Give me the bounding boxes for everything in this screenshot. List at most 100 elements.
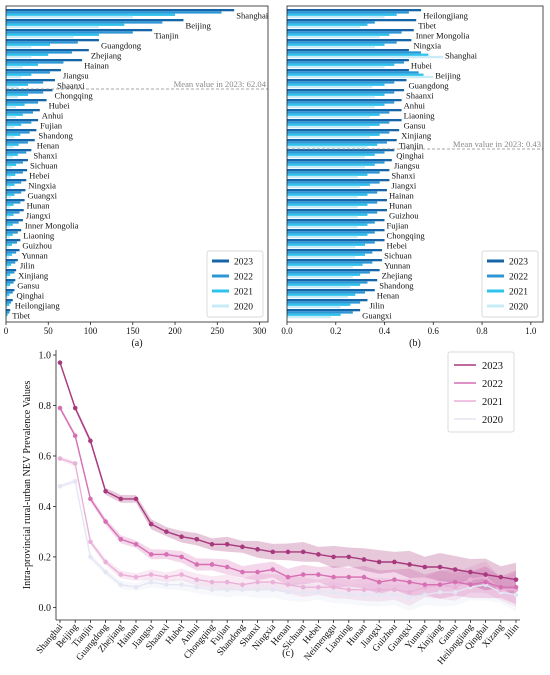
bar-2023-fujian xyxy=(287,219,385,222)
bar-2020-tibet xyxy=(6,315,7,319)
bar-2020-beijing xyxy=(6,25,99,29)
point-2022-tianjin xyxy=(88,496,93,502)
category-label: Tibet xyxy=(12,311,30,321)
point-2023-xinjiang xyxy=(437,564,443,570)
point-2020-hunan xyxy=(361,592,367,598)
bar-2021-shanxi xyxy=(6,153,18,156)
category-label: Jiangxi xyxy=(391,181,416,191)
category-label: Qinghai xyxy=(16,291,44,301)
point-2021-tianjin xyxy=(88,539,93,545)
category-label: Chongqing xyxy=(387,231,426,241)
bar-2022-henan xyxy=(287,291,366,294)
point-2020-anhui xyxy=(194,584,200,590)
bar-2023-chongqing xyxy=(6,89,53,92)
legend-label: 2022 xyxy=(509,273,528,283)
category-label: Liaoning xyxy=(23,231,55,241)
point-2022-guizhou xyxy=(392,577,397,582)
bar-2020-shandong xyxy=(6,135,15,139)
bar-2021-guangxi xyxy=(6,193,15,196)
bar-2020-liaoning xyxy=(287,115,370,119)
point-2020-chongqing xyxy=(209,587,215,593)
bar-2023-jilin xyxy=(287,299,368,302)
category-label: Jiangsu xyxy=(63,71,89,81)
legend-label: 2022 xyxy=(482,379,503,390)
category-label: Guizhou xyxy=(389,211,419,221)
bar-2023-ningxia xyxy=(287,39,412,42)
bar-2023-gansu xyxy=(6,279,16,282)
bar-2021-guangxi xyxy=(287,313,341,316)
bar-2022-shanghai xyxy=(6,11,222,14)
x-tick-label: 0 xyxy=(4,326,9,336)
bar-2023-shanxi xyxy=(6,149,32,152)
bar-2020-xinjiang xyxy=(287,135,370,139)
bar-2022-zhejiang xyxy=(287,271,370,274)
band-2023 xyxy=(60,360,516,597)
point-2021-guangdong xyxy=(103,559,108,565)
point-2021-guangxi xyxy=(407,589,412,595)
bar-2020-jiangxi xyxy=(6,215,11,219)
panel-c-chart: 0.0 0.2 0.4 0.6 0.8 1.0 Intra-provincial rural… xyxy=(22,350,521,667)
point-2022-hebei xyxy=(316,572,321,577)
legend-label: 2021 xyxy=(482,397,503,408)
category-label: Inner Mongolia xyxy=(416,31,470,41)
point-2023-hebei xyxy=(316,552,321,557)
category-label: Shanxi xyxy=(391,171,415,181)
point-2021-beijing xyxy=(72,461,78,466)
bar-2020-gansu xyxy=(6,285,9,289)
bar-2021-gansu xyxy=(287,123,380,126)
bar-2023-beijing xyxy=(287,69,409,72)
panel-label: (b) xyxy=(409,338,421,349)
bar-2023-hubei xyxy=(6,99,47,102)
bar-2021-anhui xyxy=(6,113,23,116)
plot-frame xyxy=(286,5,544,323)
category-label: Guangdong xyxy=(101,41,142,51)
y-tick-label: 0.2 xyxy=(39,552,52,563)
point-2020-zhejiang xyxy=(118,582,124,587)
bar-2021-hebei xyxy=(287,243,366,246)
bar-2022-guangdong xyxy=(287,81,395,84)
plot-frame xyxy=(5,5,269,323)
category-label: Jilin xyxy=(20,261,36,271)
category-label: Hunan xyxy=(27,201,51,211)
y-tick-label: 1.0 xyxy=(39,351,52,362)
bar-2020-henan xyxy=(287,295,348,299)
panel-label: (c) xyxy=(282,648,294,659)
legend-box xyxy=(447,351,515,433)
bar-2023-xinjiang xyxy=(6,269,17,272)
bar-2020-shanxi xyxy=(6,155,13,159)
point-2020-liaoning xyxy=(346,592,352,598)
bar-2022-xinjiang xyxy=(6,271,15,274)
bar-2020-fujian xyxy=(287,225,358,229)
bar-2022-guangxi xyxy=(287,311,353,314)
bar-2022-liaoning xyxy=(287,111,390,114)
bar-2021-heilongjiang xyxy=(6,303,10,306)
bar-2022-anhui xyxy=(287,101,395,104)
bar-2023-henan xyxy=(6,139,35,142)
bar-2023-jiangxi xyxy=(287,179,390,182)
bar-2022-hainan xyxy=(287,191,378,194)
category-label: Jiangxi xyxy=(26,211,51,221)
category-label: Anhui xyxy=(42,111,64,121)
bar-2023-tibet xyxy=(6,309,11,312)
bar-2023-qinghai xyxy=(6,289,15,292)
x-tick-label: 250 xyxy=(211,326,225,336)
category-label: Guangxi xyxy=(27,191,57,201)
bar-2021-inner-mongolia xyxy=(6,223,13,226)
bar-2021-tibet xyxy=(6,313,8,316)
bar-2021-shandong xyxy=(287,283,361,286)
category-label: Jilin xyxy=(369,301,385,311)
bar-2021-tianjin xyxy=(6,33,99,36)
bar-2023-zhejiang xyxy=(287,269,380,272)
bar-2021-jiangxi xyxy=(6,213,14,216)
bar-2022-beijing xyxy=(6,21,163,24)
bar-2020-zhejiang xyxy=(287,275,353,279)
bar-2022-hubei xyxy=(6,101,39,104)
point-2020-shanxi xyxy=(255,587,260,593)
point-2023-henan xyxy=(285,549,291,555)
bar-2022-fujian xyxy=(6,121,32,124)
point-2022-hainan xyxy=(133,541,139,547)
legend-box xyxy=(206,250,264,318)
point-2022-shanghai xyxy=(57,405,63,411)
category-label: Shandong xyxy=(379,281,414,291)
